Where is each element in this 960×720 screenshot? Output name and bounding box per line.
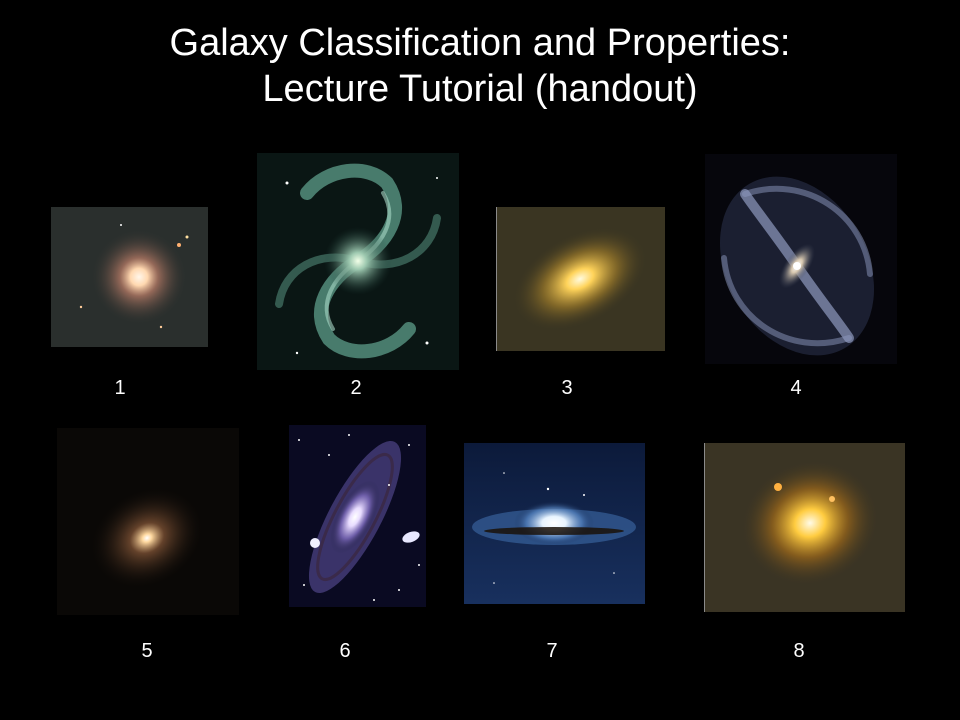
galaxy-image-5 xyxy=(57,428,239,615)
galaxy-image-6 xyxy=(289,425,426,607)
title-line-1: Galaxy Classification and Properties: xyxy=(169,22,791,64)
galaxy-image-1 xyxy=(51,207,208,347)
galaxy-image-7 xyxy=(464,443,645,604)
slide-title: Galaxy Classification and Properties: Le… xyxy=(0,20,960,112)
galaxy-label-8: 8 xyxy=(793,640,805,662)
galaxy-label-4: 4 xyxy=(790,377,802,399)
galaxy-label-2: 2 xyxy=(350,377,362,399)
galaxy-label-1: 1 xyxy=(114,377,126,399)
galaxy-image-4 xyxy=(705,154,897,364)
galaxy-label-3: 3 xyxy=(561,377,573,399)
galaxy-image-3 xyxy=(496,207,665,351)
title-line-2: Lecture Tutorial (handout) xyxy=(262,68,698,110)
galaxy-label-7: 7 xyxy=(546,640,558,662)
galaxy-label-6: 6 xyxy=(339,640,351,662)
galaxy-label-5: 5 xyxy=(141,640,153,662)
galaxy-image-2 xyxy=(257,153,459,370)
galaxy-image-8 xyxy=(704,443,905,612)
